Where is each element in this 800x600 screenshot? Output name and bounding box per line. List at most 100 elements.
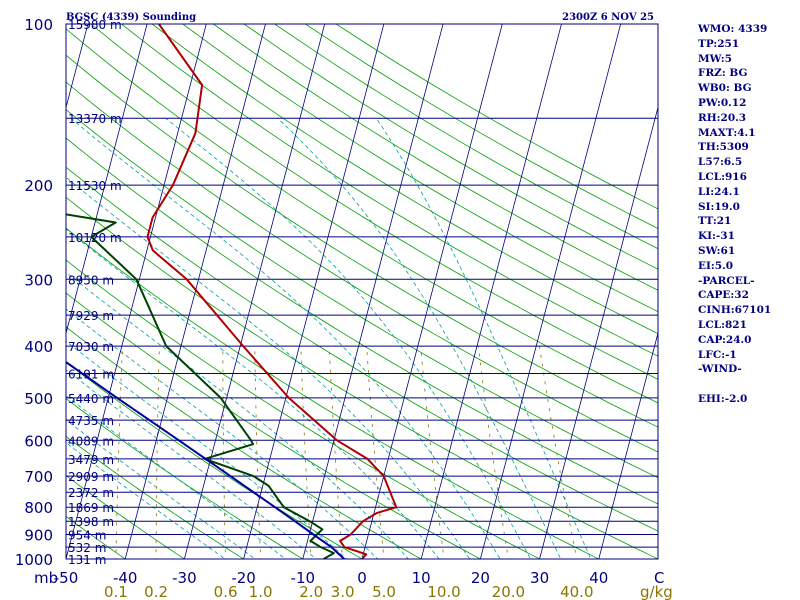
dry-adiabat-line xyxy=(66,259,541,559)
pressure-tick-label: 500 xyxy=(24,390,53,408)
sounding-index-item: TT:21 xyxy=(698,215,732,228)
sounding-index-item xyxy=(698,377,798,392)
pressure-tick-label: 400 xyxy=(24,338,53,356)
temperature-unit-label: C xyxy=(654,569,664,587)
sounding-index-item: FRZ: BG xyxy=(698,67,748,80)
isotherm-line xyxy=(598,331,658,559)
pressure-unit-label: mb xyxy=(34,569,58,587)
height-label: 2372 m xyxy=(68,486,114,500)
pressure-tick-label: 1000 xyxy=(15,551,53,569)
chart-time: 2300Z 6 NOV 25 xyxy=(562,12,654,23)
temperature-tick-label: -40 xyxy=(113,569,138,587)
pressure-tick-label: 600 xyxy=(24,432,53,450)
sounding-index-item: CAP:24.0 xyxy=(698,333,752,346)
sounding-index-item: WB0: BG xyxy=(698,82,752,95)
sounding-index-item: LI:24.1 xyxy=(698,185,740,198)
sounding-index-item: TH:5309 xyxy=(698,141,749,154)
temperature-tick-label: 0 xyxy=(357,569,367,587)
sounding-index-item: CINH:67101 xyxy=(698,304,772,317)
parcel-profile xyxy=(66,360,345,559)
sounding-index-item: MW:5 xyxy=(698,52,732,65)
sounding-index-item: -WIND- xyxy=(698,363,742,376)
mixing-ratio-tick-label: 0.6 xyxy=(214,583,238,600)
pressure-tick-label: 100 xyxy=(24,16,53,34)
sounding-index-item: -PARCEL- xyxy=(698,274,755,287)
isotherm-line xyxy=(124,24,266,559)
sounding-index-item: SI:19.0 xyxy=(698,200,740,213)
isotherm-line xyxy=(243,24,385,559)
height-label: 7929 m xyxy=(68,309,114,323)
sounding-index-item: SW:61 xyxy=(698,244,736,257)
sounding-index-item: TP:251 xyxy=(698,37,740,50)
sounding-index-item: CAPE:32 xyxy=(698,289,749,302)
sounding-index-item: WMO: 4339 xyxy=(698,23,768,35)
mixing-ratio-line xyxy=(539,346,578,559)
dewpoint-profile xyxy=(66,213,335,559)
isotherm-line xyxy=(183,24,326,559)
sounding-indices-panel: WMO: 4339 TP:251 MW:5 FRZ: BG WB0: BG PW:0.12… xyxy=(698,22,798,407)
sounding-index-item: KI:-31 xyxy=(698,230,735,243)
pressure-tick-label: 900 xyxy=(24,527,53,545)
dry-adiabat-line xyxy=(66,435,245,559)
dry-adiabat-line xyxy=(66,326,423,559)
height-label: 4089 m xyxy=(68,434,114,448)
height-label: 5440 m xyxy=(68,392,114,406)
temperature-tick-label: -10 xyxy=(291,569,316,587)
dry-adiabat-line xyxy=(66,398,304,559)
mixing-ratio-tick-label: 40.0 xyxy=(560,583,593,600)
mixing-ratio-tick-label: 3.0 xyxy=(331,583,355,600)
sounding-index-item: LCL:916 xyxy=(698,170,747,183)
dry-adiabat-line xyxy=(66,475,186,559)
temperature-tick-label: 10 xyxy=(412,569,431,587)
mixing-ratio-tick-label: 0.2 xyxy=(144,583,168,600)
height-label: 7030 m xyxy=(68,340,114,354)
sounding-index-item: RH:20.3 xyxy=(698,111,747,124)
mixing-ratio-unit-label: g/kg xyxy=(640,583,673,600)
height-label: 3479 m xyxy=(68,453,114,467)
height-label: 1869 m xyxy=(68,501,114,515)
temperature-tick-label: 40 xyxy=(589,569,608,587)
sounding-index-item: LCL:821 xyxy=(698,318,747,331)
chart-title: BGSC (4339) Sounding xyxy=(66,12,196,23)
sounding-index-item: EI:5.0 xyxy=(698,259,734,272)
isotherm-line xyxy=(420,24,562,559)
height-label: 2909 m xyxy=(68,470,114,484)
mixing-ratio-tick-label: 1.0 xyxy=(249,583,273,600)
height-label: 11530 m xyxy=(68,179,122,193)
mixing-ratio-tick-label: 20.0 xyxy=(492,583,525,600)
sounding-index-item: MAXT:4.1 xyxy=(698,126,756,139)
temperature-tick-label: -30 xyxy=(172,569,197,587)
mixing-ratio-tick-label: 10.0 xyxy=(427,583,460,600)
isotherm-line xyxy=(539,105,658,559)
pressure-tick-label: 700 xyxy=(24,468,53,486)
sounding-index-item: LFC:-1 xyxy=(698,348,737,361)
temperature-profile xyxy=(146,24,398,559)
pressure-tick-label: 300 xyxy=(24,271,53,289)
height-label: 954 m xyxy=(68,529,106,543)
height-label: 131 m xyxy=(68,553,106,567)
height-label: 6191 m xyxy=(68,368,114,382)
pressure-tick-label: 200 xyxy=(24,177,53,195)
height-label: 8950 m xyxy=(68,273,114,287)
temperature-tick-label: -50 xyxy=(54,569,79,587)
height-label: 1398 m xyxy=(68,515,114,529)
mixing-ratio-tick-label: 2.0 xyxy=(299,583,323,600)
height-label: 532 m xyxy=(68,541,106,555)
temperature-tick-label: 30 xyxy=(530,569,549,587)
isotherm-line xyxy=(302,24,444,559)
dry-adiabat-line xyxy=(66,515,126,559)
dry-adiabat-line xyxy=(66,292,482,559)
temperature-tick-label: -20 xyxy=(231,569,256,587)
sounding-index-item: L57:6.5 xyxy=(698,156,743,169)
mixing-ratio-tick-label: 5.0 xyxy=(372,583,396,600)
mixing-ratio-tick-label: 0.1 xyxy=(104,583,128,600)
height-label: 10120 m xyxy=(68,231,122,245)
height-label: 13370 m xyxy=(68,112,122,126)
isotherm-line xyxy=(479,24,622,559)
height-label: 4735 m xyxy=(68,414,114,428)
height-label: 15980 m xyxy=(68,18,122,32)
isotherm-line xyxy=(66,24,148,335)
sounding-index-item: EHI:-2.0 xyxy=(698,392,748,405)
